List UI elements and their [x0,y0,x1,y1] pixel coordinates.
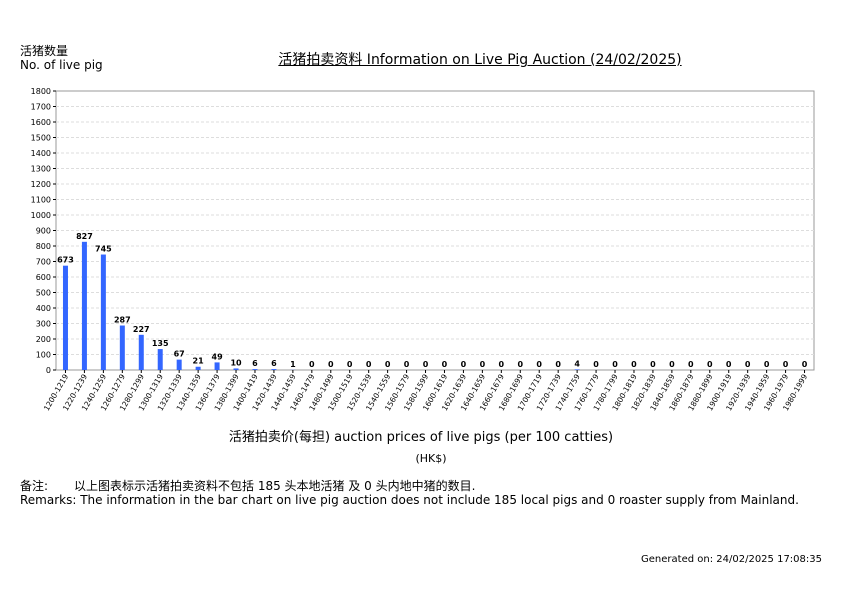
bar [157,349,163,370]
bar-value-label: 6 [252,359,258,368]
y-tick-label: 100 [36,351,51,360]
bar-value-label: 0 [517,360,523,369]
y-tick-label: 700 [36,258,51,267]
y-axis-label-en: No. of live pig [20,58,103,72]
bar-value-label: 0 [328,360,334,369]
bar [574,369,580,370]
bar-value-label: 10 [230,358,242,367]
bar-value-label: 227 [133,325,150,334]
bar-value-label: 827 [76,232,93,241]
bar [176,359,182,370]
bar-value-label: 0 [347,360,353,369]
bar-value-label: 0 [404,360,410,369]
y-axis-label-cn: 活猪数量 [20,44,69,58]
remark-cn-text: 以上图表标示活猪拍卖资料不包括 185 头本地活猪 及 0 头内地中猪的数目. [74,479,476,493]
currency-unit: (HK$) [415,452,447,465]
bar-value-label: 67 [174,350,185,359]
bar [214,362,220,370]
bar [138,334,144,370]
bar [271,369,277,370]
bar [195,366,201,370]
y-tick-label: 1100 [31,196,51,205]
y-tick-label: 200 [36,335,51,344]
bar-value-label: 0 [593,360,599,369]
bar-value-label: 0 [783,360,789,369]
bar [233,368,239,370]
bar [81,241,87,370]
bar-value-label: 49 [212,352,224,361]
bar-value-label: 0 [688,360,694,369]
bar-value-label: 0 [461,360,467,369]
bar-value-label: 0 [423,360,429,369]
x-axis-label: 活猪拍卖价(每担) auction prices of live pigs (p… [228,430,614,445]
bar-value-label: 0 [555,360,561,369]
bar-value-label: 0 [631,360,637,369]
y-tick-label: 1700 [31,103,51,112]
bar-value-label: 287 [114,316,131,325]
y-tick-label: 1800 [31,87,51,96]
bar-value-label: 6 [271,359,277,368]
plot-frame [55,90,815,371]
y-tick-label: 400 [36,304,51,313]
bar-value-label: 0 [612,360,618,369]
bar-value-label: 0 [707,360,713,369]
remark-en: Remarks: The information in the bar char… [20,493,799,507]
bar-value-label: 745 [95,245,112,254]
y-tick-label: 600 [36,273,51,282]
bar-value-label: 0 [480,360,486,369]
remark-cn-label: 备注: [20,479,49,493]
y-tick-label: 300 [36,320,51,329]
bar-value-label: 0 [442,360,448,369]
y-tick-label: 800 [36,242,51,251]
y-tick-label: 1300 [31,165,51,174]
bar-value-label: 0 [802,360,808,369]
y-tick-label: 500 [36,289,51,298]
bar [119,325,125,370]
bar-value-label: 0 [669,360,675,369]
y-tick-label: 1600 [31,118,51,127]
y-tick-label: 900 [36,227,51,236]
y-tick-label: 1200 [31,180,51,189]
generated-timestamp: Generated on: 24/02/2025 17:08:35 [641,554,822,565]
bar-value-label: 1 [290,360,296,369]
chart-title: 活猪拍卖资料 Information on Live Pig Auction (… [278,52,682,68]
bar-chart: 0100200300400500600700800900100011001200… [31,87,815,412]
y-tick-label: 1500 [31,134,51,143]
bar-value-label: 0 [650,360,656,369]
bar-value-label: 0 [764,360,770,369]
y-tick-label: 1400 [31,149,51,158]
bar-value-label: 673 [57,256,74,265]
bar-value-label: 0 [309,360,315,369]
bar [100,254,106,370]
bar-value-label: 4 [574,359,580,368]
bar-value-label: 21 [193,357,205,366]
bar-value-label: 135 [152,339,169,348]
remark-cn: 备注: 以上图表标示活猪拍卖资料不包括 185 头本地活猪 及 0 头内地中猪的数… [20,477,475,494]
bar-value-label: 0 [536,360,542,369]
bar-value-label: 0 [745,360,751,369]
y-tick-label: 0 [46,366,51,375]
bar [252,369,258,370]
y-tick-label: 1000 [31,211,51,220]
bar-value-label: 0 [366,360,372,369]
bar-value-label: 0 [499,360,505,369]
bar-value-label: 0 [726,360,732,369]
bar [62,265,68,370]
bar-value-label: 0 [385,360,391,369]
